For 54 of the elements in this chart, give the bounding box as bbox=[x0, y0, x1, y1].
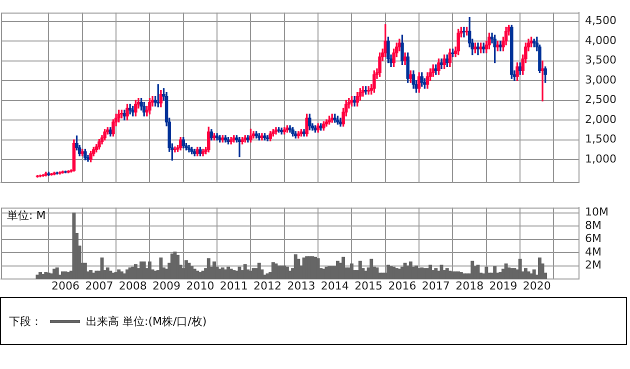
x-tick-label: 2008 bbox=[118, 279, 147, 292]
y-tick-label: 2,500 bbox=[585, 93, 616, 106]
y-tick-label: 4M bbox=[585, 245, 602, 258]
x-tick-label: 2019 bbox=[489, 279, 518, 292]
annotation: 単位: M bbox=[7, 208, 46, 222]
bar bbox=[484, 266, 488, 279]
bar bbox=[538, 258, 542, 279]
bar bbox=[148, 261, 152, 279]
bar bbox=[46, 272, 50, 279]
bar bbox=[375, 267, 379, 279]
bar bbox=[176, 254, 180, 279]
y-tick-label: 3,000 bbox=[585, 73, 616, 86]
x-tick-label: 2018 bbox=[456, 279, 484, 292]
bar bbox=[493, 266, 497, 279]
y-tick-label: 8M bbox=[585, 218, 602, 232]
x-tick-label: 2015 bbox=[354, 279, 383, 292]
bar bbox=[524, 268, 528, 279]
bar bbox=[190, 266, 194, 279]
x-tick-label: 2010 bbox=[186, 279, 214, 292]
y-tick-label: 6M bbox=[585, 232, 602, 246]
y-tick-label: 1,000 bbox=[585, 152, 616, 166]
x-tick-label: 2012 bbox=[254, 279, 282, 292]
legend-label: 出来高 単位:(M株/口/枚) bbox=[86, 314, 207, 328]
y-tick-label: 4,500 bbox=[585, 14, 616, 28]
bar bbox=[196, 270, 200, 279]
x-tick-label: 2011 bbox=[220, 279, 248, 292]
y-tick-label: 4,000 bbox=[585, 34, 616, 47]
y-tick-label: 10M bbox=[585, 206, 608, 219]
x-tick-label: 2017 bbox=[422, 279, 450, 292]
bar bbox=[108, 270, 112, 279]
bar bbox=[159, 258, 163, 279]
bar bbox=[370, 258, 374, 279]
bar bbox=[434, 268, 438, 279]
y-tick-label: 2M bbox=[585, 258, 602, 272]
bar bbox=[350, 263, 354, 279]
legend-title: 下段： bbox=[9, 314, 42, 328]
y-tick-label: 1,500 bbox=[585, 132, 616, 146]
x-tick-label: 2020 bbox=[522, 279, 551, 292]
x-tick-label: 2006 bbox=[52, 279, 80, 292]
bar bbox=[212, 261, 216, 279]
x-tick-label: 2009 bbox=[152, 279, 181, 292]
bar bbox=[428, 264, 432, 279]
bar bbox=[184, 260, 188, 279]
x-tick-label: 2016 bbox=[388, 279, 416, 292]
bar bbox=[38, 272, 42, 279]
bar bbox=[342, 256, 346, 279]
x-tick-label: 2014 bbox=[320, 279, 349, 292]
x-tick-label: 2013 bbox=[287, 279, 316, 292]
y-tick-label: 3,500 bbox=[585, 54, 616, 67]
y-tick-label: 2,000 bbox=[585, 112, 616, 126]
bar bbox=[72, 212, 76, 279]
bar bbox=[36, 274, 40, 279]
x-tick-label: 2007 bbox=[85, 279, 114, 292]
bar bbox=[470, 260, 474, 279]
